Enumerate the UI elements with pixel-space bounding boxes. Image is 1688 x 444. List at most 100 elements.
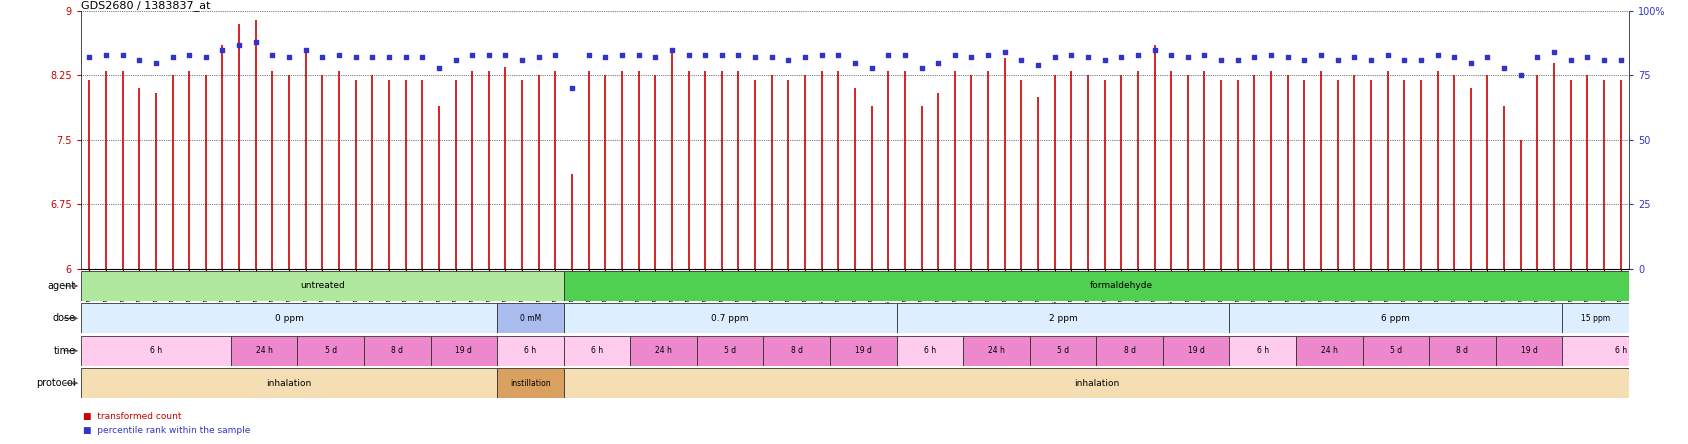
Point [1573,54,1600,61]
Bar [1629,303,1680,333]
Text: 19 d: 19 d [456,346,473,355]
Point [1524,54,1551,61]
Point [1224,56,1251,63]
Point [1258,52,1285,59]
Point [309,54,336,61]
Point [1192,52,1219,59]
Text: 6 h: 6 h [150,346,162,355]
Point [525,54,552,61]
Point [908,64,935,71]
Point [93,52,120,59]
Text: 24 h: 24 h [987,346,1004,355]
Point [258,52,285,59]
Point [1340,54,1367,61]
Point [209,46,236,53]
Bar [763,336,830,366]
Point [874,52,901,59]
Point [792,54,819,61]
Point [1323,56,1350,63]
Text: 6 h: 6 h [1614,346,1627,355]
Bar [1362,336,1430,366]
Bar [1163,336,1229,366]
Text: 5 d: 5 d [1057,346,1069,355]
Point [1274,54,1301,61]
Point [709,52,736,59]
Bar [81,303,498,333]
Text: 19 d: 19 d [854,346,871,355]
Point [1291,56,1318,63]
Bar [964,336,1030,366]
Bar [830,336,896,366]
Point [1107,54,1134,61]
Point [1175,54,1202,61]
Bar [630,336,697,366]
Point [925,59,952,66]
Point [76,54,103,61]
Point [1491,64,1518,71]
Bar [1229,336,1296,366]
Text: GDS2680 / 1383837_at: GDS2680 / 1383837_at [81,0,211,11]
Text: 5 d: 5 d [724,346,736,355]
Text: 6 h: 6 h [591,346,603,355]
Text: 19 d: 19 d [1188,346,1205,355]
Point [360,54,387,61]
Text: 6 h: 6 h [525,346,537,355]
Point [1357,56,1384,63]
Text: protocol: protocol [37,378,76,388]
Bar [564,336,630,366]
Point [758,54,785,61]
Text: 24 h: 24 h [255,346,272,355]
Point [576,52,603,59]
Bar [81,368,498,398]
Point [959,54,986,61]
Point [159,54,186,61]
Text: 0 mM: 0 mM [520,314,542,323]
Text: time: time [54,346,76,356]
Bar [1629,368,1680,398]
Text: instillation: instillation [1636,380,1673,386]
Point [1124,52,1151,59]
Point [1058,52,1085,59]
Point [559,85,586,92]
Point [425,64,452,71]
Bar [1030,336,1096,366]
Point [442,56,469,63]
Point [1241,54,1268,61]
Text: inhalation: inhalation [267,379,312,388]
Point [1308,52,1335,59]
Point [1457,59,1484,66]
Point [891,52,918,59]
Point [1374,52,1401,59]
Bar [896,336,964,366]
Text: 6 h: 6 h [1256,346,1269,355]
Text: untreated: untreated [300,281,344,290]
Point [375,54,402,61]
Point [542,52,569,59]
Text: 5 d: 5 d [1389,346,1403,355]
Point [408,54,436,61]
Point [1408,56,1435,63]
Bar [498,303,564,333]
Point [508,56,535,63]
Text: ■  percentile rank within the sample: ■ percentile rank within the sample [83,426,250,435]
Point [641,54,668,61]
Bar [1096,336,1163,366]
Point [326,52,353,59]
Point [1075,54,1102,61]
Text: 24 h: 24 h [655,346,672,355]
Bar [1229,303,1563,333]
Point [675,52,702,59]
Point [142,59,169,66]
Bar [1563,336,1680,366]
Point [974,52,1001,59]
Bar [564,368,1629,398]
Point [1090,56,1117,63]
Point [275,54,302,61]
Point [110,52,137,59]
Bar [231,336,297,366]
Point [176,52,203,59]
Text: 0 ppm: 0 ppm [275,314,304,323]
Point [459,52,486,59]
Point [858,64,885,71]
Text: 8 d: 8 d [790,346,803,355]
